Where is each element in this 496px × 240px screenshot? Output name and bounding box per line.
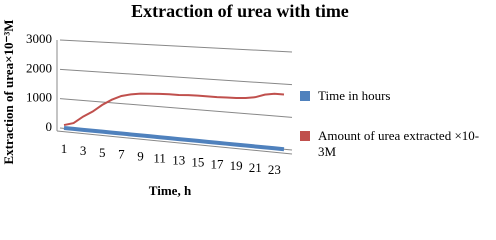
x-tick-label: 15: [191, 154, 204, 169]
x-axis-label: Time, h: [149, 183, 192, 198]
x-tick-label: 13: [172, 152, 185, 167]
x-tick-label: 19: [230, 158, 243, 173]
chart-container: Extraction of urea with time Time, h Ext…: [1, 1, 490, 198]
x-tick-label: 7: [118, 147, 125, 162]
y-tick-label: 3000: [26, 31, 52, 46]
x-tick-label: 23: [268, 162, 281, 177]
x-tick-label: 3: [80, 143, 87, 158]
grid-line: [59, 39, 293, 53]
chart: Extraction of urea with time Time, h Ext…: [1, 1, 349, 198]
data-line: [63, 92, 285, 127]
legend-swatch: [300, 91, 310, 101]
legend-swatch: [300, 131, 310, 141]
legend-item: Time in hours: [300, 88, 490, 104]
grid-line: [59, 68, 293, 86]
y-axis-label: Extraction of urea×10⁻³M: [1, 19, 16, 164]
floor-edge: [56, 130, 293, 155]
legend-item: Amount of urea extracted ×10-3M: [300, 128, 490, 160]
x-tick-label: 21: [249, 160, 262, 175]
x-tick-label: 11: [153, 151, 166, 166]
grid-line: [59, 98, 293, 118]
y-tick-label: 1000: [26, 90, 52, 105]
legend-label: Amount of urea extracted ×10-3M: [318, 128, 480, 159]
y-tick-label: 0: [46, 119, 53, 134]
chart-title: Extraction of urea with time: [131, 1, 349, 21]
x-tick-label: 17: [211, 156, 225, 171]
data-line: [63, 125, 285, 152]
x-tick-label: 5: [99, 145, 106, 160]
x-tick-label: 1: [61, 141, 68, 156]
y-tick-label: 2000: [26, 60, 52, 75]
x-tick-label: 9: [137, 149, 144, 164]
legend-label: Time in hours: [318, 88, 391, 103]
